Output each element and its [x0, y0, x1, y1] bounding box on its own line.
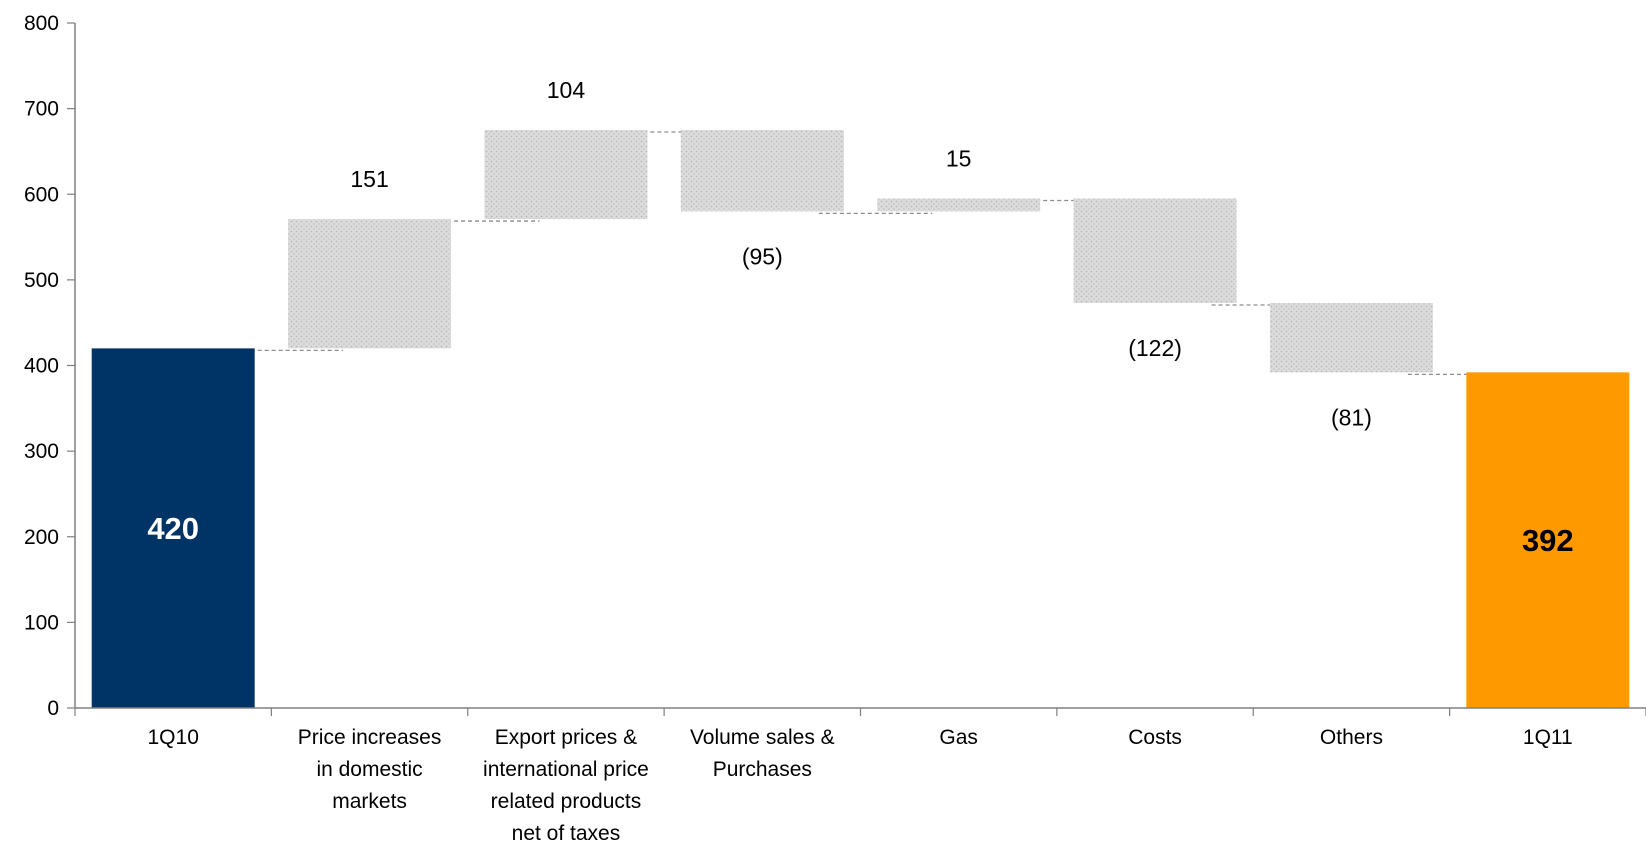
y-tick-label: 500 [24, 269, 59, 292]
y-tick-label: 0 [47, 697, 59, 720]
delta-bar [680, 130, 844, 212]
x-category-label: 1Q10 [148, 726, 199, 749]
total-bar [1466, 372, 1630, 708]
data-label: (81) [1331, 404, 1372, 430]
data-label: 104 [547, 77, 586, 103]
data-label: (122) [1128, 335, 1182, 361]
y-tick-labels: 0 100 200 300 400 500 600 700 800 [24, 12, 75, 720]
y-tick-label: 800 [24, 12, 59, 35]
data-label: 392 [1522, 523, 1574, 558]
y-tick-label: 200 [24, 526, 59, 549]
total-bar [91, 348, 255, 708]
x-tick-labels: 1Q10 Price increases in domestic markets Exp… [74, 708, 1646, 845]
y-tick-label: 100 [24, 611, 59, 634]
y-tick-label: 400 [24, 355, 59, 378]
data-label: 420 [147, 511, 199, 546]
y-tick-label: 300 [24, 440, 59, 463]
delta-bar [288, 219, 452, 349]
delta-bar [1073, 198, 1237, 303]
data-label: 15 [946, 146, 972, 172]
delta-bar [877, 198, 1041, 212]
delta-bar [1269, 302, 1433, 373]
y-tick-label: 700 [24, 98, 59, 121]
data-labels: 420 151 104 (95) 15 (122) (81) 392 [147, 77, 1573, 558]
data-label: 151 [350, 166, 388, 192]
x-category-label: Others [1320, 726, 1383, 749]
x-category-label: Price increases in domestic markets [298, 726, 442, 813]
data-label: (95) [742, 243, 783, 269]
x-category-label: Costs [1128, 726, 1182, 749]
y-tick-label: 600 [24, 183, 59, 206]
x-category-label: Gas [939, 726, 978, 749]
x-category-label: Export prices & international price relate… [483, 726, 649, 845]
x-category-label: 1Q11 [1523, 726, 1573, 749]
bars [91, 130, 1630, 708]
x-category-label: Volume sales & Purchases [690, 726, 835, 781]
delta-bar [484, 130, 648, 220]
